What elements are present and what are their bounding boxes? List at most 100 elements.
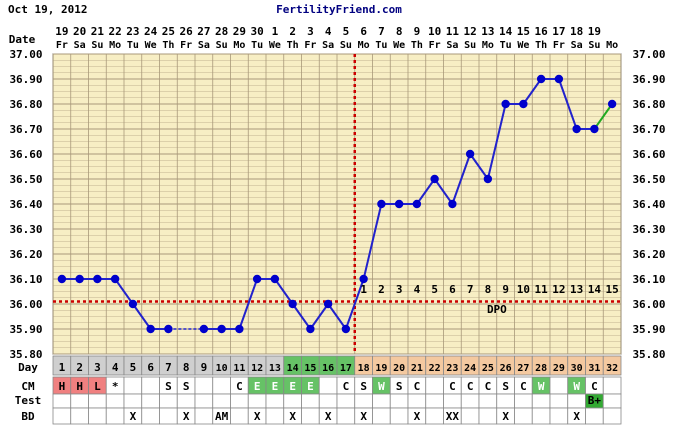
cell-cm-value: S <box>396 380 403 393</box>
y-tick-label-left: 36.20 <box>9 248 42 261</box>
cell-day <box>602 355 622 376</box>
temp-point <box>448 199 457 209</box>
y-tick-label-left: 36.50 <box>9 173 42 186</box>
weekday-label: Th <box>535 40 547 51</box>
cell-test <box>496 393 515 409</box>
cell-day-value: 22 <box>429 363 441 374</box>
temp-point <box>483 174 493 184</box>
cell-test <box>531 393 551 409</box>
temp-point <box>519 99 528 109</box>
cell-bd <box>301 407 320 425</box>
cell-day-value: 17 <box>340 363 352 374</box>
date-label: 21 <box>91 25 105 38</box>
cell-test <box>105 393 125 409</box>
cell-test-value: B+ <box>588 394 602 407</box>
temp-segment <box>522 78 542 105</box>
temp-segment <box>291 303 312 330</box>
y-tick-label-left: 36.40 <box>9 198 42 211</box>
weekday-label: Sa <box>74 40 86 51</box>
weekday-label: Sa <box>571 40 583 51</box>
cell-cm-value: C <box>520 380 527 393</box>
cell-bd-value: X <box>573 410 580 423</box>
cell-bd <box>372 407 391 425</box>
cell-test <box>443 393 462 409</box>
temp-point <box>110 274 120 284</box>
date-label: 13 <box>481 25 494 38</box>
cell-cm-value: W <box>538 380 545 393</box>
cell-cm-value: W <box>573 380 580 393</box>
date-label: 26 <box>180 25 194 38</box>
temp-point <box>554 74 564 84</box>
cell-bd <box>70 407 89 425</box>
y-tick-label-left: 37.00 <box>9 48 42 61</box>
cell-test <box>407 393 427 409</box>
weekday-label: Th <box>162 40 174 51</box>
dpo-label: 11 <box>535 283 549 296</box>
temp-point <box>412 199 422 209</box>
cell-day-value: 25 <box>482 363 494 374</box>
cell-day-value: 8 <box>183 361 190 374</box>
y-tick-label-right: 36.20 <box>632 248 665 261</box>
cell-bd <box>159 407 178 425</box>
date-label: 25 <box>162 25 175 38</box>
temp-segment <box>132 303 152 330</box>
cell-day-value: 10 <box>216 363 228 374</box>
weekday-label: We <box>145 40 157 51</box>
cell-day-value: 7 <box>165 361 172 374</box>
weekday-label: We <box>393 40 405 51</box>
y-tick-label-right: 37.00 <box>632 48 665 61</box>
cell-bd <box>602 407 622 425</box>
weekday-label: Fr <box>180 40 192 51</box>
cell-bd <box>389 407 409 425</box>
date-label: 2 <box>289 25 296 38</box>
cell-test <box>318 393 338 409</box>
dpo-label: 12 <box>552 283 565 296</box>
cell-cm-value: E <box>289 380 296 393</box>
weekday-label: Sa <box>198 40 210 51</box>
weekday-label: Fr <box>553 40 565 51</box>
cell-bd-value: X <box>502 410 509 423</box>
cell-bd <box>336 407 356 425</box>
date-label: 27 <box>197 25 210 38</box>
cell-test <box>212 393 231 409</box>
temp-segment <box>327 303 347 330</box>
cell-cm-value: W <box>378 380 385 393</box>
y-tick-label-right: 36.10 <box>632 273 665 286</box>
cell-bd <box>230 407 249 425</box>
temp-point <box>93 274 102 284</box>
cell-day-value: 2 <box>76 361 83 374</box>
temp-segment <box>238 278 259 330</box>
weekday-label: We <box>517 40 529 51</box>
weekday-label: We <box>269 40 281 51</box>
cell-day-value: 13 <box>269 363 281 374</box>
cell-cm <box>141 376 160 395</box>
date-label: 14 <box>499 25 513 38</box>
temp-segment <box>433 178 454 205</box>
temp-point <box>607 99 617 109</box>
date-label: 5 <box>343 25 350 38</box>
y-tick-label-right: 35.90 <box>632 323 665 336</box>
weekday-label: Mo <box>233 40 245 51</box>
date-label: 29 <box>233 25 246 38</box>
dpo-label: 3 <box>396 283 403 296</box>
cell-cm-value: S <box>360 380 367 393</box>
cell-day-value: 16 <box>322 363 334 374</box>
weekday-label: Tu <box>251 40 263 51</box>
y-tick-label-right: 36.60 <box>632 148 665 161</box>
temp-point <box>501 99 510 109</box>
dpo-label: 9 <box>502 283 509 296</box>
cell-day-value: 26 <box>500 363 512 374</box>
date-label: 1 <box>272 25 279 38</box>
cell-test <box>123 393 143 409</box>
y-tick-label-left: 36.60 <box>9 148 42 161</box>
cell-test <box>354 393 373 409</box>
temp-segment <box>114 278 134 305</box>
cell-bd <box>549 407 569 425</box>
cell-bd-value: X <box>289 410 296 423</box>
y-tick-label-right: 36.40 <box>632 198 665 211</box>
cell-test <box>549 393 569 409</box>
date-label: 18 <box>570 25 583 38</box>
row-label-cm: CM <box>21 380 35 393</box>
cell-test <box>514 393 533 409</box>
cell-day-value: 27 <box>517 363 529 374</box>
